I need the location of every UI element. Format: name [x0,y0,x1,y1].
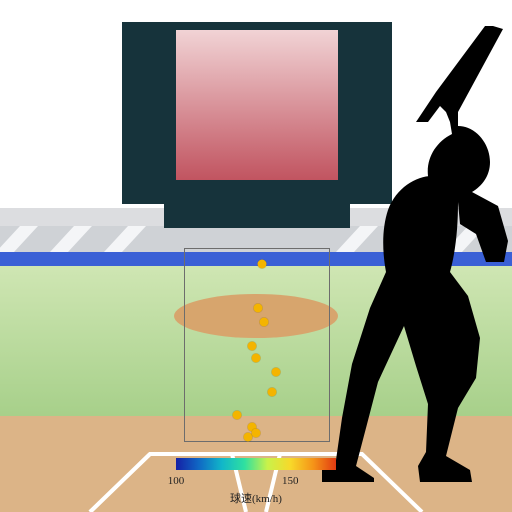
pitch-dot [252,354,261,363]
colorbar-ticks: 100150 [176,475,336,489]
pitch-dot [252,429,261,438]
pitch-dot [260,318,269,327]
colorbar-gradient [176,458,336,470]
colorbar-title: 球速(km/h) [176,490,336,506]
colorbar-tick: 150 [282,475,299,487]
colorbar-tick: 100 [168,475,185,487]
speed-colorbar: 100150 球速(km/h) [176,457,336,506]
pitch-dot [268,388,277,397]
batter-silhouette [308,26,512,482]
pitch-dot [272,368,281,377]
pitch-chart-stage: 100150 球速(km/h) [0,0,512,512]
pitch-dot [233,411,242,420]
pitch-dot [248,342,257,351]
pitch-dot [258,260,267,269]
pitch-dot [254,304,263,313]
